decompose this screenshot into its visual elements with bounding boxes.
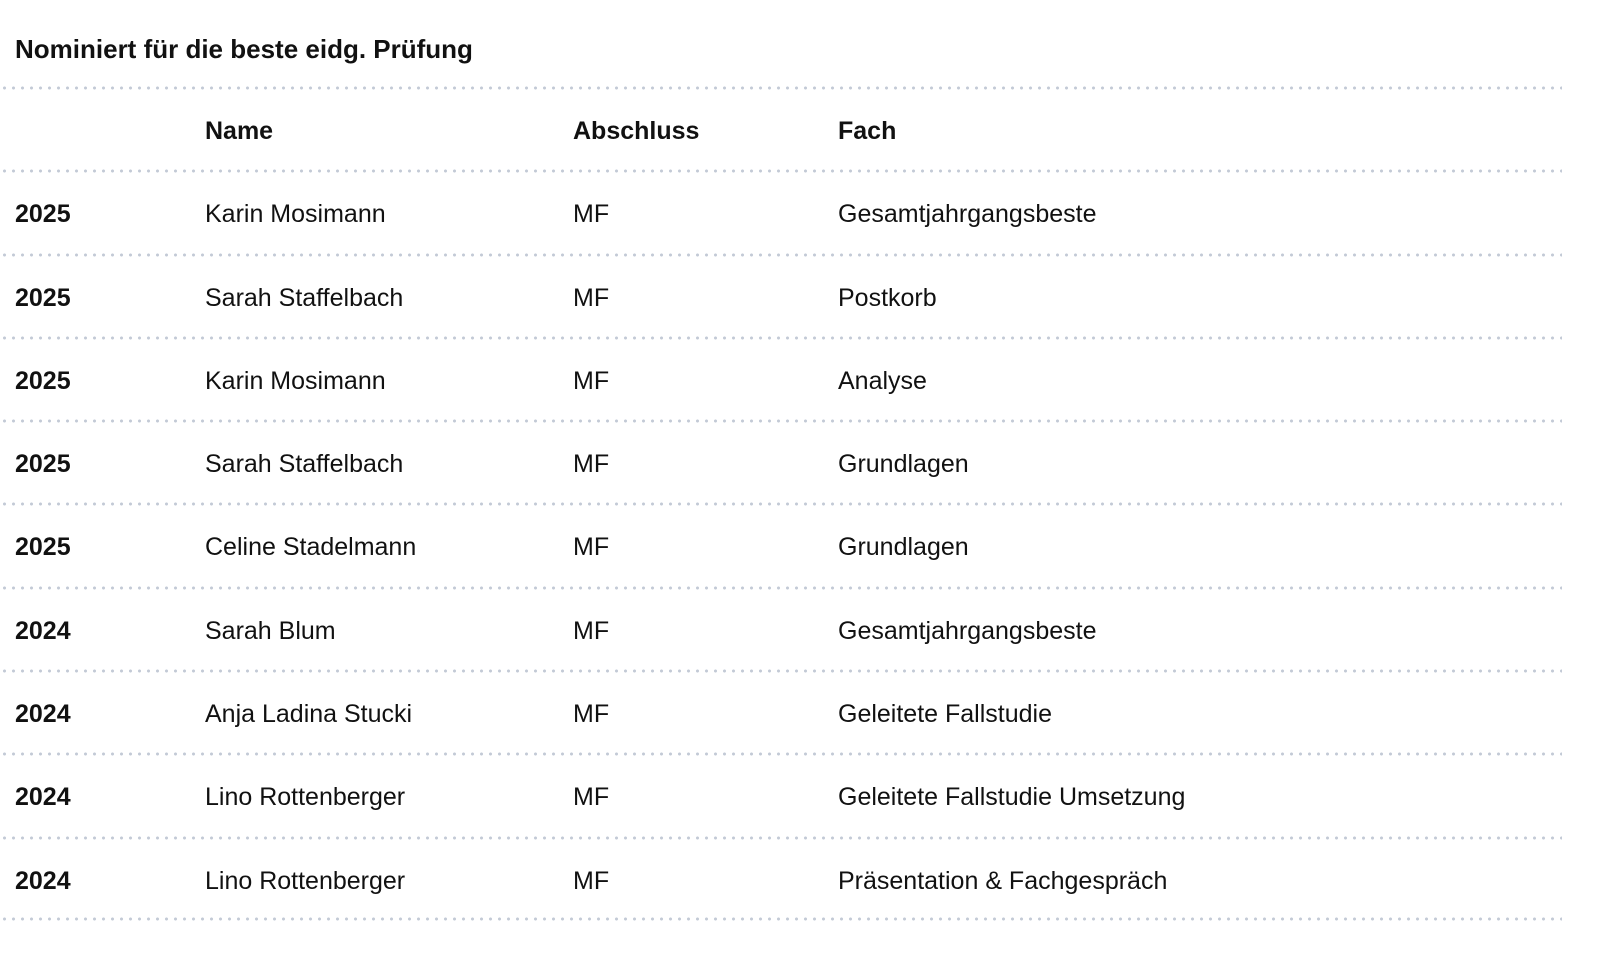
table-cell: MF <box>573 450 610 479</box>
table-cell: Präsentation & Fachgespräch <box>838 866 1168 895</box>
table-row: 2024 Lino Rottenberger MF Präsentation & Fa… <box>0 835 1562 922</box>
table-row: 2025 Sarah Staffelbach MF Postkorb <box>0 252 1562 336</box>
year-cell: 2025 <box>15 533 71 562</box>
table-cell: MF <box>573 533 610 562</box>
table-cell: Sarah Staffelbach <box>205 283 404 312</box>
table-cell: Gesamtjahrgangsbeste <box>838 200 1097 229</box>
table-cell: Karin Mosimann <box>205 366 386 395</box>
table-row: 2024 Anja Ladina Stucki MF Geleitete Fallst… <box>0 669 1562 752</box>
table-cell: Grundlagen <box>838 450 969 479</box>
table-cell: Sarah Blum <box>205 616 336 645</box>
table-cell: Geleitete Fallstudie <box>838 700 1053 729</box>
table-cell: MF <box>573 700 610 729</box>
table-cell: Analyse <box>838 366 927 395</box>
table-cell: Gesamtjahrgangsbeste <box>838 616 1097 645</box>
title: Nominiert für die beste eidg. Prüfung <box>15 34 473 64</box>
year-cell: 2025 <box>15 200 71 229</box>
table-cell: Karin Mosimann <box>205 200 386 229</box>
table-cell: Geleitete Fallstudie Umsetzung <box>838 783 1186 812</box>
table-cell: Lino Rottenberger <box>205 783 406 812</box>
table-cell: MF <box>573 283 610 312</box>
year-cell: 2024 <box>15 700 71 729</box>
year-cell: 2025 <box>15 283 71 312</box>
table-cell: MF <box>573 616 610 645</box>
table-row: 2025 Karin Mosimann MF Analyse <box>0 335 1562 419</box>
table-cell: Celine Stadelmann <box>205 533 417 562</box>
year-cell: 2024 <box>15 616 71 645</box>
table-cell: Lino Rottenberger <box>205 866 406 895</box>
header-cell: Fach <box>838 117 897 145</box>
table-row: 2024 Sarah Blum MF Gesamtjahrgangsbeste <box>0 585 1562 669</box>
year-cell: 2024 <box>15 866 71 895</box>
table-cell: MF <box>573 783 610 812</box>
header-row: Name Abschluss Fach <box>0 86 1562 169</box>
table-cell: MF <box>573 366 610 395</box>
year-cell: 2024 <box>15 783 71 812</box>
table-cell: Anja Ladina Stucki <box>205 700 413 729</box>
table-cell: Postkorb <box>838 283 937 312</box>
table-row: 2024 Lino Rottenberger MF Geleitete Fallstu… <box>0 752 1562 835</box>
table-row: 2025 Celine Stadelmann MF Grundlagen <box>0 502 1562 585</box>
table-row: 2025 Karin Mosimann MF Gesamtjahrgangsbeste <box>0 169 1562 252</box>
table: Name Abschluss Fach 2025 Karin Mosimann MF Ges… <box>0 86 1562 922</box>
table-cell: MF <box>573 866 610 895</box>
table-cell: Sarah Staffelbach <box>205 450 404 479</box>
year-cell: 2025 <box>15 366 71 395</box>
table-cell: MF <box>573 200 610 229</box>
header-cell: Abschluss <box>573 117 700 145</box>
year-cell: 2025 <box>15 450 71 479</box>
table-row: 2025 Sarah Staffelbach MF Grundlagen <box>0 419 1562 502</box>
header-cell: Name <box>205 117 274 145</box>
table-cell: Grundlagen <box>838 533 969 562</box>
